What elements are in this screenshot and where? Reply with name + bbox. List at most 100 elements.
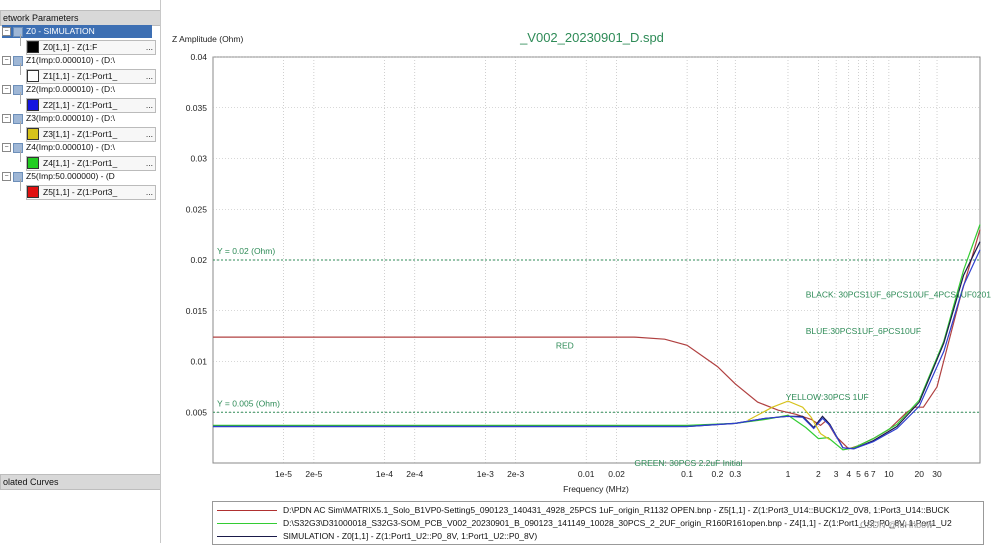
legend-line-swatch	[217, 536, 277, 537]
x-tick-label: 30	[932, 469, 942, 479]
tree-connector	[20, 178, 21, 191]
y-tick-label: 0.01	[190, 357, 207, 367]
tree-node[interactable]: − Z4(Imp:0.000010) - (D:\	[2, 141, 152, 154]
curve-item[interactable]: Z2[1,1] - Z(1:Port1_...	[26, 97, 156, 113]
x-tick-label: 1e-3	[477, 469, 494, 479]
network-node-icon	[13, 26, 23, 37]
network-node-icon	[13, 171, 23, 182]
curve-color-swatch[interactable]	[27, 70, 39, 83]
curve-item-more[interactable]: ...	[145, 70, 153, 81]
curve-item[interactable]: Z1[1,1] - Z(1:Port1_...	[26, 68, 156, 84]
x-tick-label: 1e-4	[376, 469, 393, 479]
tree-node[interactable]: − Z2(Imp:0.000010) - (D:\	[2, 83, 152, 96]
curve-item-more[interactable]: ...	[145, 99, 153, 110]
tree-node-label: Z2(Imp:0.000010) - (D:\	[26, 84, 115, 94]
y-tick-label: 0.015	[186, 306, 208, 316]
tree-connector	[20, 62, 21, 75]
curve-color-swatch[interactable]	[27, 128, 39, 141]
tree-node-label: Z1(Imp:0.000010) - (D:\	[26, 55, 115, 65]
tick-labels: 1e-5 2e-5 1e-4 2e-4 1e-3 2e-3 0.01 0.02 0.1 0.2 0.…	[186, 52, 942, 479]
impedance-curve	[213, 229, 981, 450]
tree-connector	[20, 33, 21, 46]
collapse-icon[interactable]: −	[2, 27, 11, 37]
legend-entry[interactable]: D:\PDN AC Sim\MATRIX5.1_Solo_B1VP0-Setti…	[213, 504, 983, 517]
tree-connector	[20, 120, 21, 133]
curve-item[interactable]: Z4[1,1] - Z(1:Port1_...	[26, 155, 156, 171]
collapse-icon[interactable]: −	[2, 85, 11, 95]
network-node-icon	[13, 113, 23, 124]
tree-node-label: Z3(Imp:0.000010) - (D:\	[26, 113, 115, 123]
x-tick-label: 2e-5	[305, 469, 322, 479]
x-tick-label: 20	[915, 469, 925, 479]
curve-color-swatch[interactable]	[27, 186, 39, 199]
x-tick-label: 6	[864, 469, 869, 479]
x-axis-label: Frequency (MHz)	[563, 484, 629, 494]
curve-item-more[interactable]: ...	[145, 128, 153, 139]
curve-item-label: Z4[1,1] - Z(1:Port1_	[43, 157, 118, 168]
curve-item[interactable]: Z5[1,1] - Z(1:Port3_...	[26, 184, 156, 200]
legend-entry[interactable]: SIMULATION - Z0[1,1] - Z(1:Port1_U2::P0_…	[213, 530, 983, 543]
collapse-icon[interactable]: −	[2, 172, 11, 182]
network-node-icon	[13, 84, 23, 95]
collapse-icon[interactable]: −	[2, 143, 11, 153]
y-tick-label: 0.04	[190, 52, 207, 62]
x-tick-label: 0.2	[712, 469, 724, 479]
x-tick-label: 7	[871, 469, 876, 479]
tree-connector	[20, 91, 21, 104]
x-tick-label: 3	[834, 469, 839, 479]
grid-layer	[213, 56, 980, 463]
curve-item[interactable]: Z3[1,1] - Z(1:Port1_...	[26, 126, 156, 142]
tree-node[interactable]: − Z0 - SIMULATION	[2, 25, 152, 38]
isolated-curves-header: olated Curves	[0, 474, 160, 490]
curve-color-swatch[interactable]	[27, 41, 39, 54]
legend-entry[interactable]: D:\S32G3\D31000018_S32G3-SOM_PCB_V002_20…	[213, 517, 983, 530]
tree-node[interactable]: − Z3(Imp:0.000010) - (D:\	[2, 112, 152, 125]
x-tick-label: 1	[786, 469, 791, 479]
curve-annotation: GREEN: 30PCS 2.2uF Initial	[634, 458, 742, 468]
curve-annotation: RED	[556, 340, 574, 350]
x-tick-label: 2	[816, 469, 821, 479]
y-tick-label: 0.005	[186, 407, 208, 417]
curve-item-label: Z3[1,1] - Z(1:Port1_	[43, 128, 118, 139]
y-tick-label: 0.02	[190, 255, 207, 265]
x-tick-label: 2e-3	[507, 469, 524, 479]
impedance-chart: _V002_20230901_D.spd Z Amplitude (Ohm) Y…	[172, 30, 991, 494]
annotations: RED BLACK: 30PCS1UF_6PCS10UF_4PCS1UF0201 B…	[556, 290, 991, 468]
x-tick-label: 4	[846, 469, 851, 479]
x-tick-label: 0.1	[681, 469, 693, 479]
tree-node-label: Z0 - SIMULATION	[26, 26, 95, 36]
collapse-icon[interactable]: −	[2, 114, 11, 124]
network-node-icon	[13, 55, 23, 66]
curve-color-swatch[interactable]	[27, 157, 39, 170]
series-layer	[213, 224, 981, 451]
tree-node[interactable]: − Z5(Imp:50.000000) - (D	[2, 170, 152, 183]
curve-color-swatch[interactable]	[27, 99, 39, 112]
curve-legend: D:\PDN AC Sim\MATRIX5.1_Solo_B1VP0-Setti…	[212, 501, 984, 545]
curve-item-more[interactable]: ...	[145, 157, 153, 168]
legend-text: D:\PDN AC Sim\MATRIX5.1_Solo_B1VP0-Setti…	[283, 505, 950, 515]
curve-item-label: Z1[1,1] - Z(1:Port1_	[43, 70, 118, 81]
reference-lines: Y = 0.02 (Ohm) Y = 0.005 (Ohm)	[213, 246, 980, 413]
tree-connector	[20, 149, 21, 162]
x-tick-label: 0.01	[578, 469, 595, 479]
curve-item-more[interactable]: ...	[145, 41, 153, 52]
network-node-icon	[13, 142, 23, 153]
network-parameters-panel: etwork Parameters − Z0 - SIMULATION Z0[1,1…	[0, 0, 161, 543]
x-tick-label: 1e-5	[275, 469, 292, 479]
impedance-curve	[747, 400, 831, 441]
tree-node-label: Z5(Imp:50.000000) - (D	[26, 171, 115, 181]
legend-line-swatch	[217, 523, 277, 524]
y-tick-label: 0.03	[190, 154, 207, 164]
legend-text: D:\S32G3\D31000018_S32G3-SOM_PCB_V002_20…	[283, 518, 952, 528]
legend-line-swatch	[217, 510, 277, 511]
tree-node[interactable]: − Z1(Imp:0.000010) - (D:\	[2, 54, 152, 67]
tree-node-label: Z4(Imp:0.000010) - (D:\	[26, 142, 115, 152]
curve-item-more[interactable]: ...	[145, 186, 153, 197]
x-tick-label: 0.3	[729, 469, 741, 479]
curve-annotation: BLUE:30PCS1UF_6PCS10UF	[806, 326, 921, 336]
chart-title: _V002_20230901_D.spd	[519, 30, 664, 45]
collapse-icon[interactable]: −	[2, 56, 11, 66]
curve-item[interactable]: Z0[1,1] - Z(1:F...	[26, 39, 156, 55]
y-axis-label: Z Amplitude (Ohm)	[172, 34, 243, 44]
y-tick-label: 0.035	[186, 103, 208, 113]
